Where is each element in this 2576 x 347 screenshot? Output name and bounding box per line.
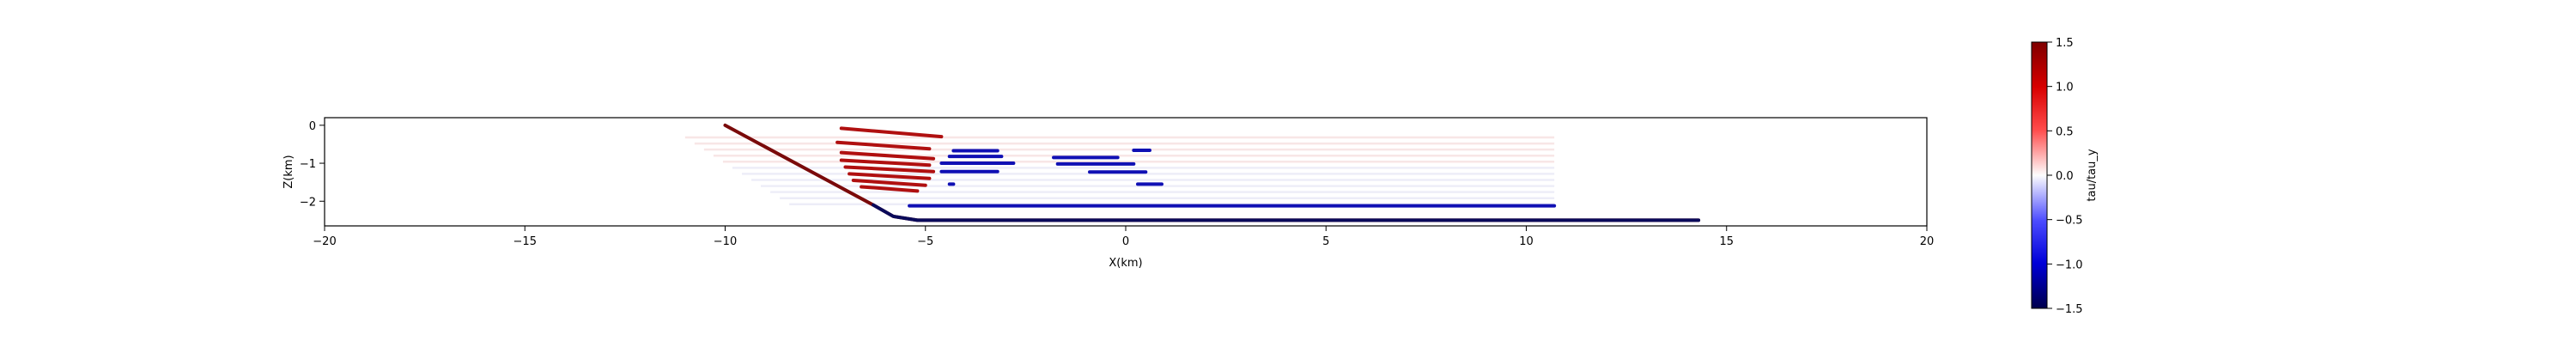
colorbar-tick-label: 1.5 — [2056, 37, 2074, 50]
colorbar-tick-label: −1.5 — [2056, 303, 2083, 316]
positive-segment — [835, 140, 932, 151]
positive-segment — [851, 178, 927, 187]
fault-layer — [723, 123, 1701, 222]
positive-segment — [839, 126, 944, 139]
positive-segment — [839, 158, 932, 167]
positive-segment — [860, 185, 920, 193]
x-tick-label: −10 — [714, 235, 737, 248]
x-tick-label: −20 — [313, 235, 336, 248]
x-tick-label: 15 — [1719, 235, 1734, 248]
x-tick-label: 10 — [1519, 235, 1534, 248]
fault-base-line — [872, 203, 1701, 222]
x-tick-label: −5 — [917, 235, 933, 248]
y-tick-label: 0 — [309, 120, 316, 133]
positive-stress-layer — [835, 126, 944, 193]
colorbar-tick-label: −1.0 — [2056, 259, 2083, 271]
positive-segment — [839, 150, 936, 161]
colorbar — [2031, 41, 2048, 309]
x-tick-label: −15 — [513, 235, 537, 248]
colorbar-tick-label: 1.0 — [2056, 82, 2074, 94]
y-axis-label: Z(km) — [283, 155, 295, 188]
x-tick-label: 0 — [1122, 235, 1129, 248]
colorbar-tick-label: −0.5 — [2056, 215, 2083, 228]
negative-stress-layer — [908, 149, 1557, 208]
positive-segment — [843, 165, 936, 174]
y-tick-label: −2 — [300, 196, 316, 209]
colorbar-ticks: 1.5 1.0 0.5 0.0 −0.5 −1.0 −1.5 — [2047, 37, 2083, 316]
y-axis-ticks: 0 −1 −2 — [300, 120, 325, 209]
x-tick-label: 20 — [1920, 235, 1935, 248]
x-axis-label: X(km) — [1109, 257, 1142, 270]
colorbar-tick-label: 0.0 — [2056, 170, 2074, 183]
y-tick-label: −1 — [300, 158, 316, 171]
positive-segment — [848, 172, 932, 180]
x-tick-label: 5 — [1322, 235, 1329, 248]
colorbar-tick-label: 0.5 — [2056, 125, 2074, 138]
x-axis-ticks: −20 −15 −10 −5 0 5 10 15 20 — [313, 226, 1934, 248]
colorbar-label: tau/tau_y — [2086, 149, 2099, 201]
